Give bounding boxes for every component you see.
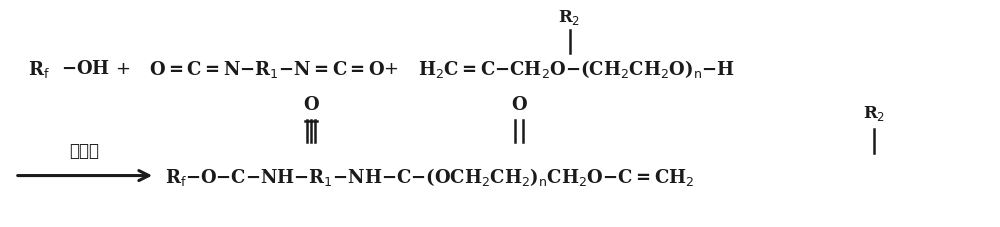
Text: O: O (303, 96, 319, 114)
Text: 催化剂: 催化剂 (69, 143, 99, 160)
Text: $+$: $+$ (115, 60, 130, 78)
Text: R$_\mathsf{2}$: R$_\mathsf{2}$ (863, 104, 885, 123)
Text: R$_\mathsf{f}$: R$_\mathsf{f}$ (28, 59, 50, 79)
Text: O$\mathbf{=}$C$\mathbf{=}$N$\mathbf{-}$R$_\mathsf{1}$$\mathbf{-}$N$\mathbf{=}$C$: O$\mathbf{=}$C$\mathbf{=}$N$\mathbf{-}$R… (149, 59, 385, 79)
Text: R$_\mathsf{2}$: R$_\mathsf{2}$ (558, 8, 581, 27)
Text: H$_\mathsf{2}$C$\mathbf{=}$C$\mathbf{-}$CH$_\mathsf{2}$O$\mathbf{-}$(CH$_\mathsf: H$_\mathsf{2}$C$\mathbf{=}$C$\mathbf{-}$… (418, 58, 735, 80)
Text: $+$: $+$ (383, 60, 398, 78)
Text: $\mathbf{-}$OH: $\mathbf{-}$OH (61, 60, 110, 78)
Text: O: O (511, 96, 526, 114)
Text: R$_\mathsf{f}$$\mathbf{-}$O$\mathbf{-}$C$\mathbf{-}$NH$\mathbf{-}$R$_\mathsf{1}$: R$_\mathsf{f}$$\mathbf{-}$O$\mathbf{-}$C… (165, 165, 694, 187)
